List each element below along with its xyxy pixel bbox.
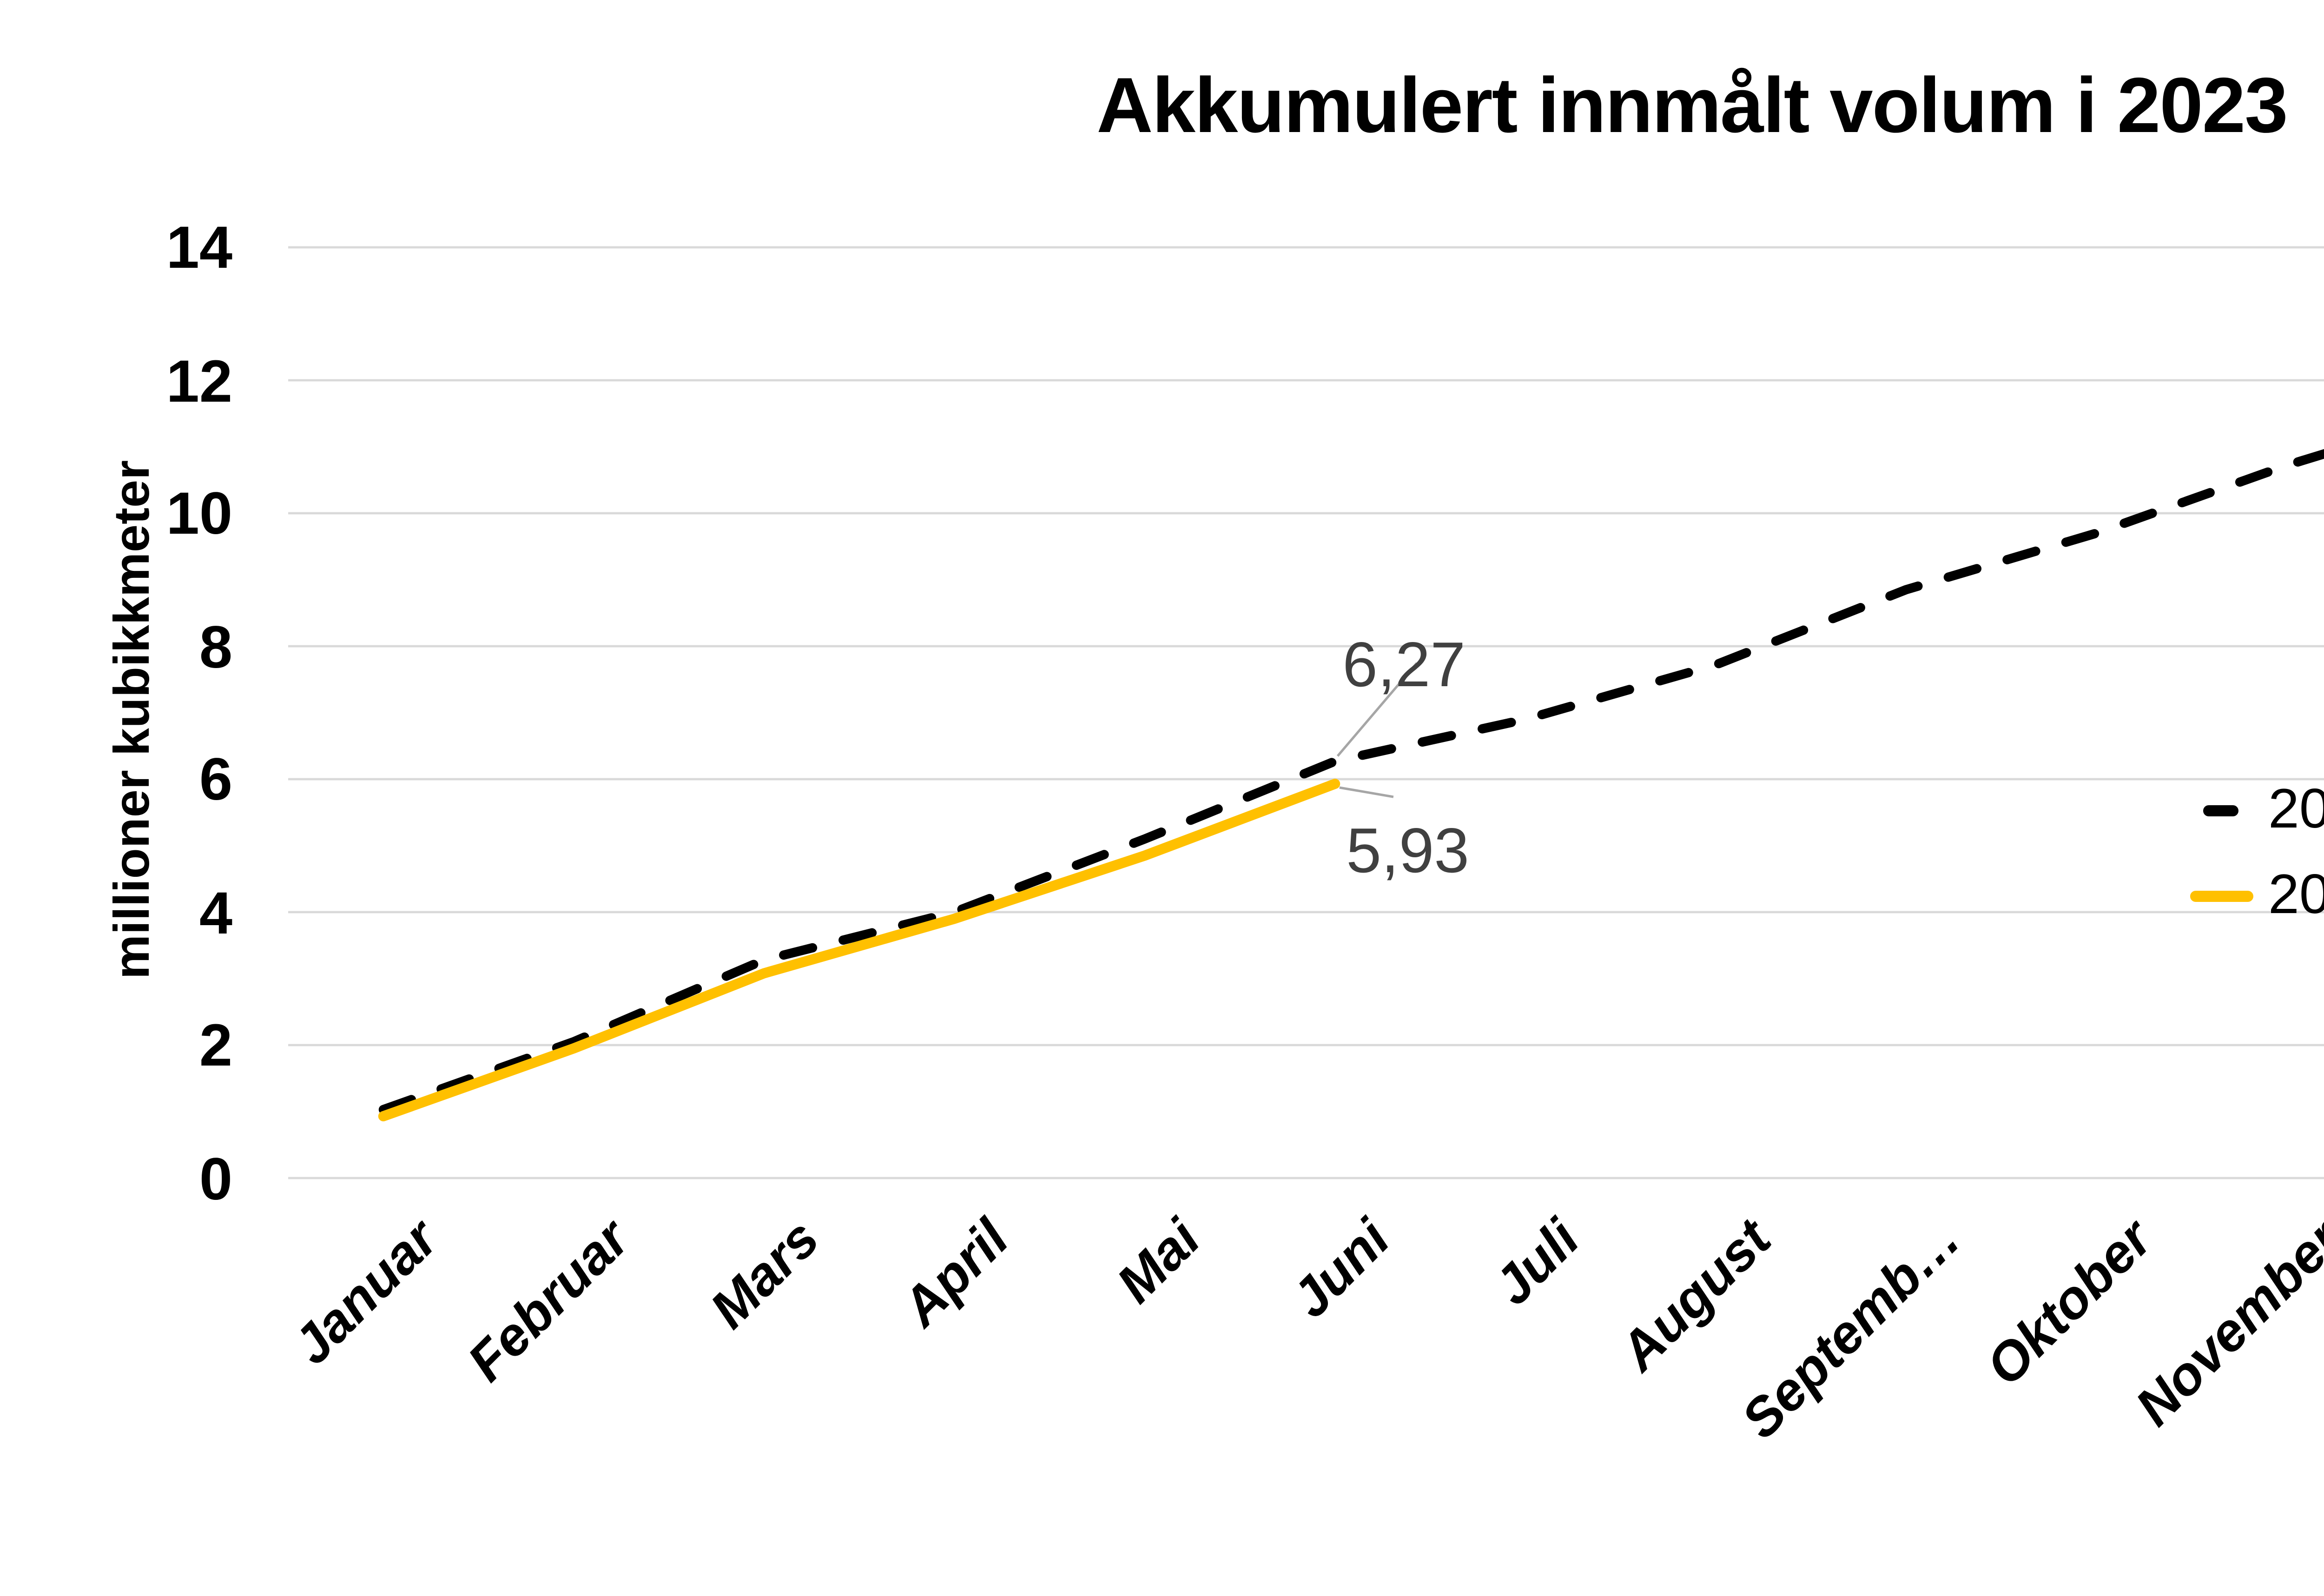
y-axis-tick-label: 8 [199,613,232,680]
legend-item-2022: 2022 [2179,768,2324,854]
y-axis-tick-label: 12 [166,347,232,414]
y-axis-tick-label: 10 [166,480,232,547]
y-axis-tick-label: 4 [199,879,232,946]
series-line-2022 [378,449,2324,1114]
data-label-leader-line [1339,786,1394,798]
data-label-2022: 6,27 [1342,631,1466,702]
legend-sample-box [2179,805,2265,816]
data-label-2023: 5,93 [1346,816,1469,887]
chart-title: Akkumulert innmålt volum i 2023 [1096,61,2288,149]
data-label-leader-line [1336,662,1418,757]
legend-label-2023: 2023 [2268,865,2324,926]
y-axis-tick-label: 2 [199,1012,232,1079]
y-axis-tick-label: 14 [166,214,232,281]
series-line-2023 [378,779,1340,1122]
legend-item-2023: 2023 [2179,854,2324,939]
dashed-line-sample-icon [2203,805,2238,816]
y-axis-tick-label: 6 [199,746,232,813]
solid-line-sample-icon [2190,891,2253,902]
legend-label-2022: 2022 [2268,779,2324,841]
legend-sample-box [2179,891,2265,902]
chart-container: Akkumulert innmålt volum i 2023 millione… [104,61,2324,1451]
plot-area [288,246,2324,1179]
y-axis-tick-label: 0 [199,1145,232,1212]
legend: 2022 2023 [2179,768,2324,939]
